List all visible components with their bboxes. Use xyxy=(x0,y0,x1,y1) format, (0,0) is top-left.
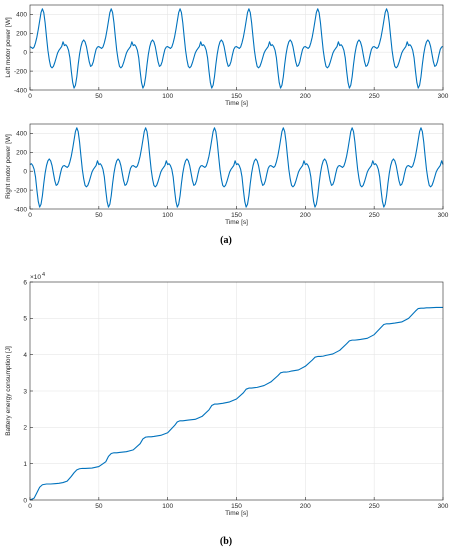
caption-b: (b) xyxy=(220,536,232,547)
x-tick-label: 150 xyxy=(231,212,242,219)
series-line xyxy=(29,306,443,501)
y-tick-label: 6 xyxy=(23,279,27,286)
y-tick-label: 4 xyxy=(23,352,27,359)
y-tick-label: 400 xyxy=(16,131,27,138)
x-tick-label: 50 xyxy=(95,93,103,100)
x-tick-label: 150 xyxy=(231,93,242,100)
y-tick-label: 200 xyxy=(16,31,27,38)
x-tick-label: 300 xyxy=(438,212,449,219)
x-tick-label: 0 xyxy=(28,212,32,219)
x-tick-label: 150 xyxy=(231,503,242,510)
x-tick-label: 100 xyxy=(162,93,173,100)
x-tick-label: 100 xyxy=(162,503,173,510)
y-axis-label: Right motor power [W] xyxy=(5,134,12,199)
y-multiplier-exponent: 4 xyxy=(42,272,45,278)
y-tick-label: 200 xyxy=(16,150,27,157)
x-tick-label: 50 xyxy=(95,212,103,219)
x-tick-label: 250 xyxy=(369,212,380,219)
y-tick-label: 0 xyxy=(23,169,27,176)
x-tick-label: 50 xyxy=(95,503,103,510)
x-tick-label: 250 xyxy=(369,503,380,510)
y-tick-label: -200 xyxy=(14,187,27,194)
x-axis-label: Time [s] xyxy=(225,100,248,107)
x-tick-label: 100 xyxy=(162,212,173,219)
y-tick-label: 400 xyxy=(16,12,27,19)
x-tick-label: 300 xyxy=(438,503,449,510)
x-tick-label: 0 xyxy=(28,93,32,100)
y-tick-label: 5 xyxy=(23,316,27,323)
left-motor-power-chart: 0 50 100 150 200 250 300 -400 -200 0 200 400 Time [s… xyxy=(5,4,449,107)
caption-a: (a) xyxy=(220,235,232,246)
y-axis-label: Battery energy consumption [J] xyxy=(5,346,12,436)
y-tick-label: -200 xyxy=(14,68,27,75)
y-axis-label: Left motor power [W] xyxy=(5,17,12,78)
battery-energy-chart: 0 50 100 150 200 250 300 0 1 2 3 4 5 6 Time [s] Battery… xyxy=(5,272,449,517)
x-tick-label: 200 xyxy=(300,212,311,219)
y-tick-label: 0 xyxy=(23,497,27,504)
y-tick-label: -400 xyxy=(14,206,27,213)
series-line xyxy=(29,127,444,208)
x-tick-label: 200 xyxy=(300,503,311,510)
series-line xyxy=(29,8,444,89)
x-tick-label: 300 xyxy=(438,93,449,100)
y-tick-label: 2 xyxy=(23,425,27,432)
x-axis-label: Time [s] xyxy=(225,219,248,226)
y-multiplier-label: ×10 xyxy=(30,274,41,281)
x-axis-label: Time [s] xyxy=(225,510,248,517)
y-tick-label: 1 xyxy=(23,461,27,468)
y-tick-label: 0 xyxy=(23,50,27,57)
x-tick-label: 250 xyxy=(369,93,380,100)
x-tick-label: 200 xyxy=(300,93,311,100)
y-tick-label: 3 xyxy=(23,388,27,395)
right-motor-power-chart: 0 50 100 150 200 250 300 -400 -200 0 200 400 Time [s… xyxy=(5,123,449,226)
x-tick-label: 0 xyxy=(28,503,32,510)
y-tick-label: -400 xyxy=(14,87,27,94)
